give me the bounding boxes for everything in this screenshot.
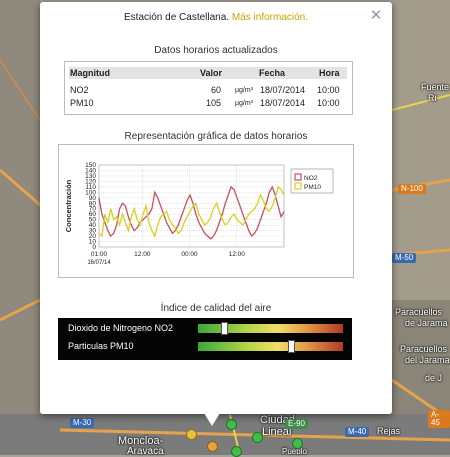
row-unit: µg/m³	[235, 100, 254, 107]
map-label-del-jarama: del Jarama	[405, 355, 450, 365]
station-marker-green-2[interactable]	[252, 432, 263, 443]
map-label-rejas: Rejas	[377, 426, 401, 436]
row-fecha: 18/07/2014	[260, 85, 306, 95]
y-tick-label: 0	[92, 244, 96, 251]
station-marker-green-4[interactable]	[292, 438, 303, 449]
chart-title: Representación gráfica de datos horarios	[124, 131, 308, 142]
aqi-panel: Dioxido de Nitrogeno NO2 Particulas PM10	[58, 318, 352, 360]
hourly-chart: 0 10 20 30 40 50 60 70 80 90 100 110 120 130 140 150 01:…	[58, 144, 354, 278]
header-fecha: Fecha	[259, 68, 286, 78]
map-label-de-j: de J	[425, 373, 443, 383]
row-magnitud: PM10	[70, 98, 94, 108]
aqi-marker-pm10	[287, 340, 295, 353]
station-marker-orange[interactable]	[207, 441, 218, 452]
station-marker-green-3[interactable]	[231, 446, 242, 457]
more-info-link[interactable]: Más información.	[231, 12, 308, 23]
aqi-bar-pm10	[198, 340, 343, 353]
y-axis-label: Concentración	[64, 179, 73, 232]
y-tick-label: 100	[85, 189, 96, 196]
aqi-label-no2: Dioxido de Nitrogeno NO2	[68, 323, 174, 333]
table-header-row: Magnitud Valor Fecha Hora	[69, 67, 347, 79]
y-tick-label: 40	[89, 222, 97, 229]
x-tick-sublabel: 16/07/14	[87, 260, 111, 266]
station-marker-green[interactable]	[226, 419, 237, 430]
y-tick-label: 120	[85, 178, 96, 185]
aqi-label-pm10: Particulas PM10	[68, 341, 134, 351]
y-tick-label: 10	[89, 239, 97, 246]
y-tick-label: 50	[89, 217, 97, 224]
y-tick-label: 110	[86, 184, 97, 191]
map-label-fuente: Fuente	[421, 82, 450, 92]
road-shield-n100: N-100	[398, 184, 426, 194]
y-tick-label: 140	[85, 167, 96, 174]
station-info-popup: Estación de Castellana. Más información.…	[40, 2, 392, 414]
x-tick-label: 01:00	[91, 251, 108, 258]
y-tick-label: 70	[89, 206, 97, 213]
header-magnitud: Magnitud	[70, 68, 110, 78]
row-valor: 105	[206, 98, 222, 108]
aqi-marker-no2	[221, 322, 229, 335]
map-label-fuente-2: Ri	[428, 93, 437, 103]
legend-label-pm10: PM10	[304, 184, 321, 191]
hourly-data-table: Magnitud Valor Fecha Hora NO2 60 µg/m³ 1…	[64, 61, 353, 115]
map-label-pueblo: Pueblo	[282, 447, 307, 456]
road-shield-a45: A-45	[428, 410, 450, 428]
aqi-title: Índice de calidad del aire	[160, 303, 272, 314]
legend-swatch-no2	[294, 173, 302, 181]
y-tick-label: 90	[89, 195, 97, 202]
y-tick-label: 130	[85, 173, 96, 180]
table-title: Datos horarios actualizados	[154, 45, 278, 56]
legend-label-no2: NO2	[304, 175, 318, 182]
road-shield-m50: M-50	[392, 253, 417, 263]
road-shield-m40: M-40	[345, 427, 370, 437]
row-hora: 10:00	[317, 85, 340, 95]
plot-area	[98, 164, 285, 248]
road-shield-m30: M-30	[70, 418, 95, 428]
map-label-aravaca: Aravaca	[127, 446, 164, 457]
row-valor: 60	[211, 85, 222, 95]
header-hora: Hora	[319, 68, 340, 78]
popup-title: Estación de Castellana. Más información.	[40, 12, 392, 23]
popup-pointer	[204, 413, 220, 426]
row-fecha: 18/07/2014	[260, 98, 306, 108]
x-tick-label: 12:00	[134, 251, 151, 258]
x-tick-label: 12:00	[229, 251, 246, 258]
legend-swatch-pm10	[294, 182, 302, 190]
y-tick-label: 30	[89, 228, 97, 235]
map-label-ciudad: Ciudad	[260, 414, 295, 426]
y-tick-label: 60	[89, 211, 97, 218]
row-hora: 10:00	[317, 98, 340, 108]
map-label-moncloa: Moncloa-	[118, 435, 164, 447]
station-name: Estación de Castellana.	[124, 12, 230, 23]
header-valor: Valor	[200, 68, 223, 78]
station-marker-yellow[interactable]	[186, 429, 197, 440]
map-label-lineal: Lineal	[262, 426, 292, 438]
row-magnitud: NO2	[70, 85, 89, 95]
y-tick-label: 20	[89, 233, 97, 240]
map-label-de-jarama: de Jarama	[405, 318, 448, 328]
series-line-pm10	[98, 185, 285, 238]
row-unit: µg/m³	[235, 87, 254, 94]
aqi-bar-no2	[198, 322, 343, 335]
close-icon[interactable]: ✕	[369, 7, 383, 24]
x-tick-label: 00:00	[181, 251, 198, 258]
y-tick-label: 150	[85, 162, 96, 169]
map-label-paracuellos: Paracuellos	[395, 307, 443, 317]
map-label-paracuellos-2: Paracuellos	[400, 344, 448, 354]
road-shield-e90: E-90	[285, 419, 308, 429]
y-tick-label: 80	[89, 200, 97, 207]
